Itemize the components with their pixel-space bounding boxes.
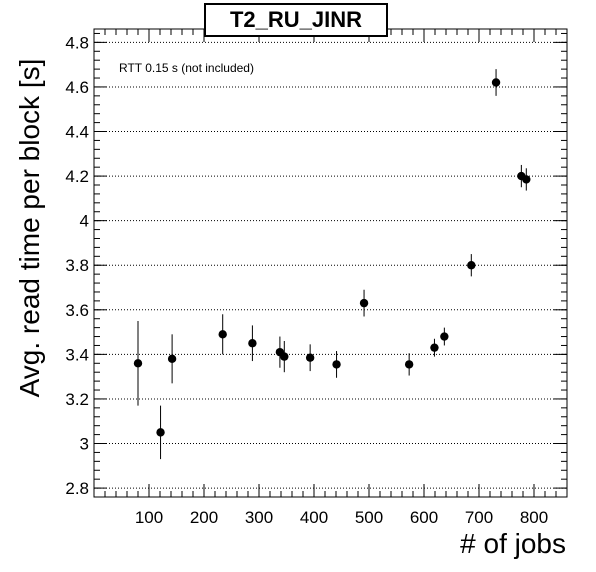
x-axis-label: # of jobs xyxy=(460,528,566,559)
x-tick-label: 200 xyxy=(190,508,218,527)
y-tick-label: 4.8 xyxy=(65,33,89,52)
data-point xyxy=(218,330,227,339)
y-tick-label: 4.2 xyxy=(65,167,89,186)
y-tick-label: 3.8 xyxy=(65,256,89,275)
plot-frame xyxy=(93,28,568,498)
data-point xyxy=(440,332,449,341)
y-tick-label: 4.6 xyxy=(65,78,89,97)
x-tick-label: 600 xyxy=(410,508,438,527)
x-tick-label: 300 xyxy=(245,508,273,527)
data-point xyxy=(167,354,177,364)
x-tick-label: 500 xyxy=(355,508,383,527)
data-point xyxy=(305,353,315,362)
data-point xyxy=(467,261,476,270)
y-tick-label: 4 xyxy=(80,212,89,231)
y-tick-label: 3.6 xyxy=(65,301,89,320)
y-tick-label: 3.4 xyxy=(65,345,89,364)
y-tick-label: 3 xyxy=(80,435,89,454)
y-tick-label: 2.8 xyxy=(65,479,89,498)
data-point xyxy=(156,428,165,437)
x-tick-label: 700 xyxy=(465,508,493,527)
data-point xyxy=(430,343,439,352)
x-tick-label: 100 xyxy=(135,508,163,527)
data-point xyxy=(332,360,341,369)
data-point xyxy=(491,78,501,87)
y-tick-label: 4.4 xyxy=(65,123,89,142)
x-tick-label: 800 xyxy=(520,508,548,527)
y-axis-label: Avg. read time per block [s] xyxy=(14,58,45,398)
y-tick-label: 3.2 xyxy=(65,390,89,409)
x-tick-label: 400 xyxy=(300,508,328,527)
rtt-annotation: RTT 0.15 s (not included) xyxy=(119,61,254,75)
data-point xyxy=(280,352,289,361)
data-point xyxy=(522,175,531,184)
data-point xyxy=(248,339,257,348)
data-point xyxy=(404,360,414,369)
chart-title: T2_RU_JINR xyxy=(204,3,388,37)
data-point xyxy=(133,359,143,368)
data-point xyxy=(359,298,369,308)
